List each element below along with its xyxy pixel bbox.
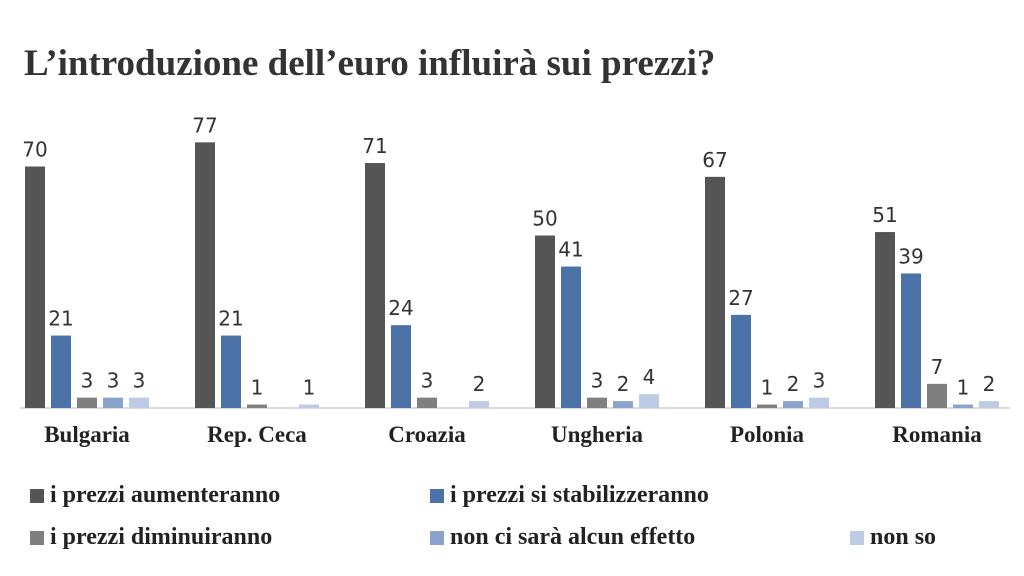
category-label-polonia: Polonia — [730, 422, 805, 447]
bar-polonia-i-prezzi-si-stabilizzeranno — [731, 314, 751, 408]
category-label-croazia: Croazia — [388, 422, 466, 447]
legend-swatch — [430, 488, 444, 503]
bar-rep-ceca-i-prezzi-diminuiranno — [247, 404, 267, 408]
data-label-polonia-i-prezzi-si-stabilizzeranno: 27 — [728, 286, 753, 310]
bar-rep-ceca-non-so — [299, 404, 319, 408]
category-label-ungheria: Ungheria — [551, 422, 644, 447]
bar-croazia-non-so — [469, 401, 489, 408]
category-label-bulgaria: Bulgaria — [44, 422, 130, 447]
legend-swatch — [30, 488, 44, 503]
bar-ungheria-i-prezzi-aumenteranno — [535, 235, 555, 408]
data-label-ungheria-non-so: 4 — [643, 365, 656, 389]
data-label-rep-ceca-i-prezzi-aumenteranno: 77 — [192, 113, 217, 137]
bar-rep-ceca-i-prezzi-si-stabilizzeranno — [221, 335, 241, 408]
legend-swatch — [850, 530, 864, 545]
data-label-polonia-i-prezzi-diminuiranno: 1 — [761, 376, 774, 400]
bar-bulgaria-non-so — [129, 397, 149, 408]
data-label-bulgaria-i-prezzi-aumenteranno: 70 — [22, 138, 47, 162]
legend-swatch — [30, 530, 44, 545]
data-label-bulgaria-i-prezzi-diminuiranno: 3 — [81, 369, 94, 393]
bar-bulgaria-non-ci-sar-alcun-effetto — [103, 397, 123, 408]
data-label-croazia-i-prezzi-aumenteranno: 71 — [362, 134, 387, 158]
legend-item-i-prezzi-diminuiranno: i prezzi diminuiranno — [30, 524, 272, 551]
bar-bulgaria-i-prezzi-aumenteranno — [25, 166, 45, 408]
bar-croazia-i-prezzi-aumenteranno — [365, 163, 385, 408]
category-label-romania: Romania — [892, 422, 982, 447]
category-label-rep-ceca: Rep. Ceca — [207, 422, 307, 447]
bar-ungheria-i-prezzi-diminuiranno — [587, 397, 607, 408]
bar-polonia-i-prezzi-aumenteranno — [705, 176, 725, 408]
legend-item-i-prezzi-aumenteranno: i prezzi aumenteranno — [30, 482, 280, 509]
bar-ungheria-non-so — [639, 394, 659, 408]
bar-croazia-i-prezzi-diminuiranno — [417, 397, 437, 408]
data-label-ungheria-i-prezzi-diminuiranno: 3 — [591, 369, 604, 393]
data-label-romania-i-prezzi-diminuiranno: 7 — [931, 355, 944, 379]
data-label-polonia-non-so: 3 — [813, 369, 826, 393]
legend-label: i prezzi si stabilizzeranno — [450, 482, 709, 508]
legend-item-i-prezzi-si-stabilizzeranno: i prezzi si stabilizzeranno — [430, 482, 709, 509]
data-label-ungheria-non-ci-sar-alcun-effetto: 2 — [617, 372, 630, 396]
data-label-romania-non-ci-sar-alcun-effetto: 1 — [957, 376, 970, 400]
legend-label: non so — [870, 524, 937, 550]
data-label-rep-ceca-i-prezzi-diminuiranno: 1 — [251, 376, 264, 400]
data-label-polonia-i-prezzi-aumenteranno: 67 — [702, 148, 727, 172]
bar-romania-non-so — [979, 401, 999, 408]
data-label-croazia-i-prezzi-diminuiranno: 3 — [421, 369, 434, 393]
legend-label: i prezzi diminuiranno — [50, 524, 273, 550]
data-label-ungheria-i-prezzi-si-stabilizzeranno: 41 — [558, 238, 583, 262]
bar-rep-ceca-i-prezzi-aumenteranno — [195, 142, 215, 408]
bar-romania-i-prezzi-aumenteranno — [875, 232, 895, 408]
data-label-bulgaria-i-prezzi-si-stabilizzeranno: 21 — [48, 307, 73, 331]
chart-title: L’introduzione dell’euro influirà sui pr… — [24, 43, 716, 84]
bar-polonia-non-ci-sar-alcun-effetto — [783, 401, 803, 408]
chart-legend: i prezzi aumenteranno i prezzi si stabili… — [30, 482, 1010, 566]
legend-label: i prezzi aumenteranno — [50, 482, 281, 508]
data-label-rep-ceca-i-prezzi-si-stabilizzeranno: 21 — [218, 307, 243, 331]
bar-croazia-i-prezzi-si-stabilizzeranno — [391, 325, 411, 408]
bar-ungheria-non-ci-sar-alcun-effetto — [613, 401, 633, 408]
data-label-ungheria-i-prezzi-aumenteranno: 50 — [532, 207, 557, 231]
bar-romania-i-prezzi-si-stabilizzeranno — [901, 273, 921, 408]
data-label-romania-i-prezzi-aumenteranno: 51 — [872, 203, 897, 227]
data-label-bulgaria-non-so: 3 — [133, 369, 146, 393]
bar-bulgaria-i-prezzi-si-stabilizzeranno — [51, 335, 71, 408]
legend-swatch — [430, 530, 444, 545]
data-label-croazia-non-so: 2 — [473, 372, 486, 396]
bar-polonia-non-so — [809, 397, 829, 408]
legend-item-non-ci-sar-alcun-effetto: non ci sarà alcun effetto — [430, 524, 695, 551]
data-label-croazia-i-prezzi-si-stabilizzeranno: 24 — [388, 296, 413, 320]
data-label-romania-non-so: 2 — [983, 372, 996, 396]
data-label-polonia-non-ci-sar-alcun-effetto: 2 — [787, 372, 800, 396]
bar-romania-non-ci-sar-alcun-effetto — [953, 404, 973, 408]
bar-romania-i-prezzi-diminuiranno — [927, 383, 947, 408]
data-label-bulgaria-non-ci-sar-alcun-effetto: 3 — [107, 369, 120, 393]
data-label-rep-ceca-non-so: 1 — [303, 376, 316, 400]
legend-label: non ci sarà alcun effetto — [450, 524, 696, 550]
legend-item-non-so: non so — [850, 524, 936, 551]
data-label-romania-i-prezzi-si-stabilizzeranno: 39 — [898, 244, 923, 268]
bar-bulgaria-i-prezzi-diminuiranno — [77, 397, 97, 408]
bar-ungheria-i-prezzi-si-stabilizzeranno — [561, 266, 581, 408]
bar-polonia-i-prezzi-diminuiranno — [757, 404, 777, 408]
